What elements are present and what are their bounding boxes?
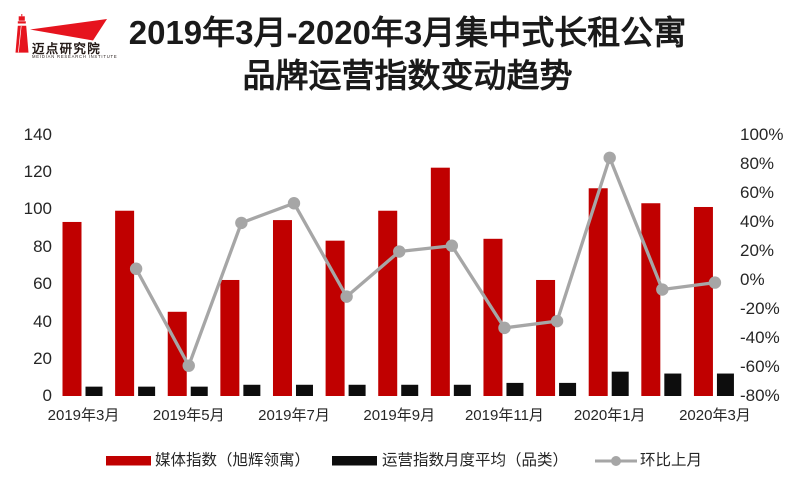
svg-text:0%: 0% [740,270,765,289]
svg-text:-80%: -80% [740,386,780,405]
svg-text:2019年11月: 2019年11月 [465,407,544,424]
svg-text:100%: 100% [740,125,783,144]
svg-text:-40%: -40% [740,328,780,347]
svg-text:80: 80 [33,237,52,256]
svg-text:0: 0 [43,386,52,405]
svg-text:80%: 80% [740,154,774,173]
svg-text:100: 100 [24,199,52,218]
svg-text:2020年1月: 2020年1月 [574,407,646,424]
svg-text:2020年3月: 2020年3月 [679,407,751,424]
svg-text:2019年5月: 2019年5月 [153,407,225,424]
svg-text:媒体指数（旭辉领寓）: 媒体指数（旭辉领寓） [155,451,310,469]
svg-text:20: 20 [33,349,52,368]
svg-text:-20%: -20% [740,299,780,318]
svg-text:60%: 60% [740,183,774,202]
svg-text:-60%: -60% [740,357,780,376]
svg-text:140: 140 [24,125,52,144]
svg-text:40: 40 [33,312,52,331]
svg-text:40%: 40% [740,212,774,231]
svg-text:120: 120 [24,162,52,181]
svg-text:2019年3月: 2019年3月 [48,407,120,424]
svg-text:20%: 20% [740,241,774,260]
svg-text:2019年9月: 2019年9月 [363,407,435,424]
svg-text:运营指数月度平均（品类）: 运营指数月度平均（品类） [382,451,568,469]
svg-text:2019年7月: 2019年7月 [258,407,330,424]
svg-text:60: 60 [33,274,52,293]
svg-text:环比上月: 环比上月 [640,451,702,469]
